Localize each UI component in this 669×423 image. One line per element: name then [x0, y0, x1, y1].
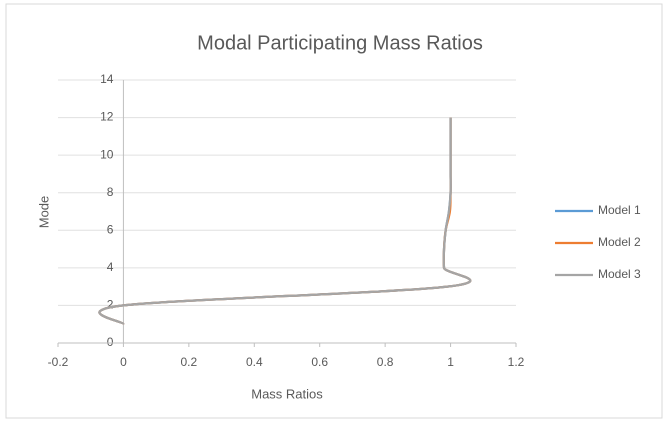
x-tick-label: 0.8 — [377, 355, 394, 369]
y-tick-label: 2 — [107, 298, 114, 312]
y-tick-label: 8 — [107, 185, 114, 199]
x-tick-label: 1.2 — [508, 355, 525, 369]
x-tick-label: 0 — [120, 355, 127, 369]
legend-label: Model 2 — [598, 235, 641, 249]
y-tick-label: 6 — [107, 222, 114, 236]
y-axis-label: Mode — [36, 196, 51, 229]
y-tick-label: 0 — [107, 335, 114, 349]
chart-title: Modal Participating Mass Ratios — [197, 32, 483, 54]
y-tick-label: 12 — [100, 110, 114, 124]
x-tick-label: -0.2 — [48, 355, 69, 369]
x-tick-label: 1 — [447, 355, 454, 369]
y-tick-label: 14 — [100, 72, 114, 86]
legend-label: Model 3 — [598, 267, 641, 281]
series-line — [98, 117, 472, 326]
x-tick-label: 0.4 — [246, 355, 263, 369]
chart-border — [5, 3, 663, 419]
legend-label: Model 1 — [598, 203, 641, 217]
y-tick-label: 10 — [100, 147, 114, 161]
x-tick-label: 0.2 — [181, 355, 198, 369]
y-tick-label: 4 — [107, 260, 114, 274]
x-tick-label: 0.6 — [311, 355, 328, 369]
x-axis-label: Mass Ratios — [251, 386, 323, 401]
